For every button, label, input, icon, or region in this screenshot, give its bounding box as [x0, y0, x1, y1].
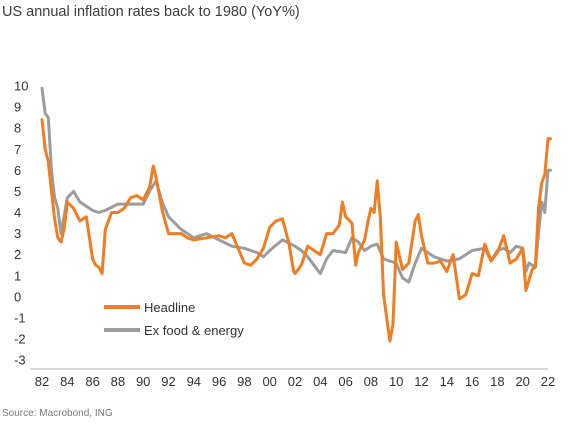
x-tick-label: 98: [237, 374, 251, 389]
x-tick-label: 92: [161, 374, 175, 389]
y-tick-label: 1: [14, 268, 21, 283]
x-axis-ticks: 82 84 86 88 90 92 94 96 98 00 02 04 06 08 10 12 14 16 18 20…: [35, 374, 555, 389]
y-tick-label: 8: [14, 121, 21, 136]
x-tick-label: 90: [136, 374, 150, 389]
legend-label-headline: Headline: [144, 300, 195, 315]
y-tick-label: 9: [14, 100, 21, 115]
x-tick-label: 84: [60, 374, 74, 389]
x-tick-label: 22: [541, 374, 555, 389]
series-layer: [40, 86, 552, 343]
x-tick-label: 18: [490, 374, 504, 389]
y-tick-label: 3: [14, 226, 21, 241]
x-tick-label: 10: [389, 374, 403, 389]
series-line-headline: [40, 118, 552, 343]
x-tick-label: 00: [262, 374, 276, 389]
y-tick-label: -3: [14, 353, 26, 368]
x-tick-label: 82: [35, 374, 49, 389]
x-tick-label: 86: [85, 374, 99, 389]
x-tick-label: 94: [187, 374, 201, 389]
y-tick-label: 10: [14, 79, 28, 94]
legend-label-core: Ex food & energy: [144, 323, 244, 338]
x-tick-label: 06: [338, 374, 352, 389]
chart-title: US annual inflation rates back to 1980 (…: [2, 4, 300, 20]
x-tick-label: 14: [440, 374, 454, 389]
y-tick-label: 5: [14, 184, 21, 199]
y-tick-label: 2: [14, 247, 21, 262]
legend: Headline Ex food & energy: [104, 300, 244, 338]
x-tick-label: 02: [288, 374, 302, 389]
y-tick-label: -2: [14, 332, 26, 347]
x-tick-label: 04: [313, 374, 327, 389]
y-tick-label: 4: [14, 205, 21, 220]
x-tick-label: 12: [414, 374, 428, 389]
x-tick-label: 08: [364, 374, 378, 389]
y-tick-label: 7: [14, 142, 21, 157]
source-note: Source: Macrobond, ING: [2, 408, 113, 419]
x-tick-label: 20: [515, 374, 529, 389]
y-tick-label: 0: [14, 289, 21, 304]
x-tick-label: 16: [465, 374, 479, 389]
x-tick-label: 96: [212, 374, 226, 389]
series-line-ex-food-energy: [40, 86, 552, 284]
y-tick-label: 6: [14, 163, 21, 178]
y-tick-label: -1: [14, 310, 26, 325]
x-tick-label: 88: [111, 374, 125, 389]
